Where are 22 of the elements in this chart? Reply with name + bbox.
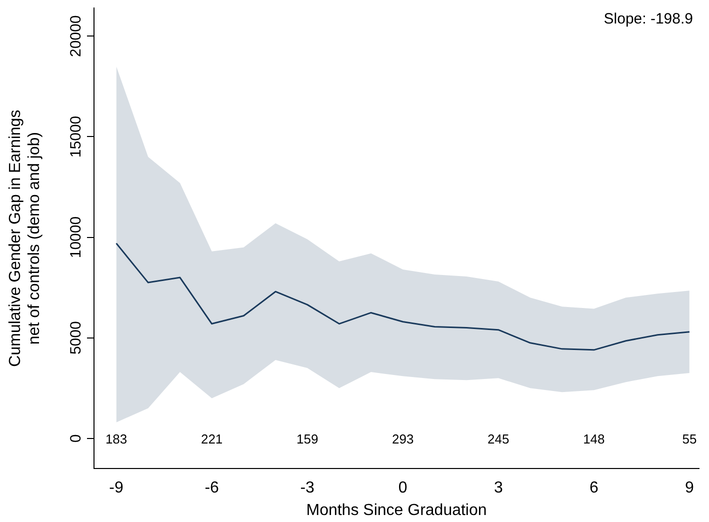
annotation: 221	[200, 432, 223, 447]
y-axis-title: Cumulative Gender Gap in Earnings net of controls (demo and job)	[7, 110, 44, 367]
y-tick-label: 15000	[68, 116, 85, 158]
annotation: 159	[296, 432, 318, 447]
y-tick-label: 5000	[68, 321, 85, 355]
annotation: 183	[105, 432, 128, 447]
x-tick-label: 0	[398, 480, 408, 497]
annotation: 148	[583, 432, 605, 447]
x-axis-title: Months Since Graduation	[306, 502, 487, 519]
y-tick-label: 0	[68, 434, 85, 443]
annotation: 293	[392, 432, 414, 447]
x-tick-label: -9	[109, 480, 124, 497]
x-tick-label: -3	[300, 480, 315, 497]
annotation: 245	[488, 432, 510, 447]
y-tick-label: 10000	[68, 216, 85, 258]
x-tick-label: 6	[589, 480, 598, 497]
annotation: 55	[682, 432, 697, 447]
annotation: Slope: -198.9	[604, 10, 693, 28]
y-tick-label: 20000	[68, 15, 85, 58]
x-tick-label: -6	[204, 480, 220, 497]
x-tick-label: 9	[684, 480, 694, 497]
x-tick-label: 3	[494, 480, 503, 497]
